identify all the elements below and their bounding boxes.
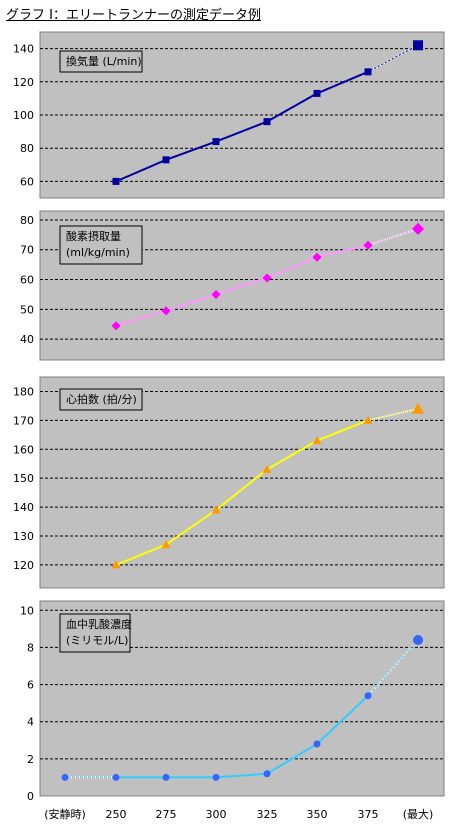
series-segment [165, 293, 217, 312]
series-segment-dotted [367, 408, 419, 421]
series-segment-dotted [367, 228, 419, 246]
y-tick-label: 160 [13, 443, 34, 456]
y-tick-label: 70 [20, 244, 34, 257]
data-point [212, 138, 220, 146]
data-point [212, 773, 220, 781]
data-point [161, 540, 171, 549]
data-point [363, 240, 373, 250]
y-tick-label: 150 [13, 472, 34, 485]
y-tick-label: 10 [20, 604, 34, 617]
y-tick-label: 130 [13, 530, 34, 543]
panel-4-label-box [59, 613, 131, 653]
series-segment [316, 70, 369, 95]
panel-4-label: 血中乳酸濃度 [66, 617, 132, 631]
panel-1-label: 換気量 (L/min) [66, 54, 142, 68]
y-tick-label: 140 [13, 501, 34, 514]
y-tick-label: 4 [27, 716, 34, 729]
data-point [211, 289, 221, 299]
series-segment [165, 140, 217, 161]
x-tick-label: (最大) [403, 807, 434, 821]
series-segment [215, 468, 268, 511]
series-segment-dotted [367, 44, 419, 73]
x-tick-label: 375 [358, 808, 379, 821]
panel-3-label-box [59, 388, 143, 411]
data-point [412, 402, 424, 414]
series-segment [266, 256, 318, 279]
y-tick-label: 140 [13, 43, 34, 56]
data-point [313, 89, 321, 97]
figure-title: グラフ Ⅰ：エリートランナーの測定データ例 [6, 8, 261, 23]
panel-3-label: 心拍数 (拍/分) [66, 392, 137, 406]
series-segment [115, 309, 167, 327]
y-tick-label: 120 [13, 559, 34, 572]
panel-1-label-box [59, 50, 143, 73]
series-segment [316, 419, 369, 442]
panel-2-label-box [59, 225, 143, 265]
x-tick-label: 250 [106, 808, 127, 821]
y-tick-label: 2 [27, 753, 34, 766]
data-point [112, 773, 120, 781]
data-point [412, 222, 424, 235]
y-tick-label: 40 [20, 333, 34, 346]
series-segment-dotted [367, 639, 419, 697]
data-point [162, 156, 170, 164]
data-point [162, 773, 170, 781]
series-segment [266, 92, 318, 123]
series-segment [266, 439, 318, 471]
data-point [111, 321, 121, 331]
series-segment [316, 694, 369, 745]
data-point [161, 306, 171, 316]
y-tick-label: 100 [13, 109, 34, 122]
data-point [111, 560, 121, 569]
y-tick-label: 8 [27, 641, 34, 654]
data-point [413, 40, 423, 51]
data-point [262, 273, 272, 283]
series-segment [165, 509, 217, 546]
y-tick-label: 0 [27, 790, 34, 803]
y-tick-label: 80 [20, 142, 34, 155]
panel-3-plot-area [39, 376, 445, 589]
data-point [112, 177, 120, 185]
data-point [312, 252, 322, 262]
data-point [313, 740, 321, 748]
data-point [364, 68, 372, 76]
x-tick-label: 325 [257, 808, 278, 821]
data-point [363, 415, 373, 424]
series-segment [266, 743, 318, 775]
y-tick-label: 120 [13, 76, 34, 89]
data-point [262, 464, 272, 473]
y-tick-label: 60 [20, 274, 34, 287]
y-tick-label: 50 [20, 303, 34, 316]
data-point [263, 770, 271, 778]
panel-4-label: (ミリモル/L) [66, 634, 128, 647]
x-tick-label: 300 [206, 808, 227, 821]
panel-2-label: 酸素摂取量 [66, 229, 121, 243]
data-point [413, 635, 423, 645]
data-point [364, 692, 372, 700]
y-tick-label: 80 [20, 214, 34, 227]
y-tick-label: 180 [13, 385, 34, 398]
y-tick-label: 60 [20, 175, 34, 188]
data-point [263, 118, 271, 126]
series-segment [115, 543, 167, 566]
y-tick-label: 6 [27, 679, 34, 692]
series-segment [316, 244, 369, 259]
series-segment [215, 277, 268, 296]
x-tick-label: 350 [307, 808, 328, 821]
series-segment [215, 772, 268, 779]
data-point [211, 505, 221, 514]
x-tick-label: 275 [156, 808, 177, 821]
series-segment [215, 120, 268, 143]
y-tick-label: 170 [13, 414, 34, 427]
data-point [312, 436, 322, 445]
series-segment [115, 158, 167, 183]
data-point [61, 773, 69, 781]
panel-2-label: (ml/kg/min) [66, 246, 130, 259]
x-tick-label: (安静時) [44, 807, 86, 821]
